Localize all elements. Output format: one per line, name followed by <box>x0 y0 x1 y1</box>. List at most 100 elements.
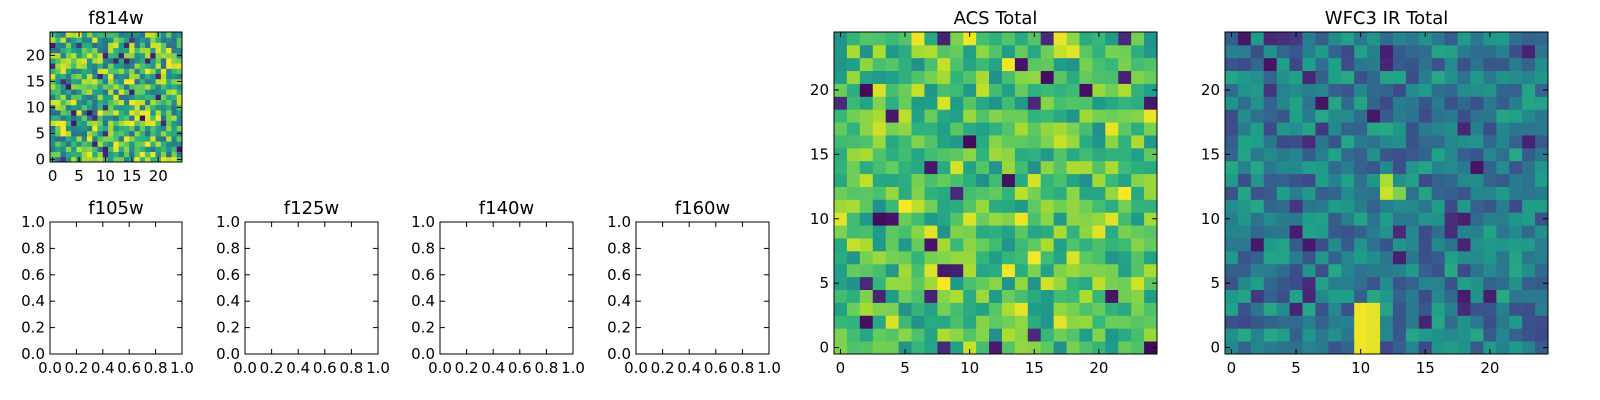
heatmap-cell <box>1001 32 1016 46</box>
heatmap-cell <box>113 120 120 126</box>
heatmap-cell <box>92 120 98 126</box>
heatmap-cell <box>134 84 141 90</box>
heatmap-cell <box>1144 160 1158 175</box>
heatmap-cell <box>65 125 72 132</box>
y-tick-label: 20 <box>1201 81 1220 99</box>
heatmap-cell <box>1418 315 1433 329</box>
heatmap-cell <box>113 73 120 80</box>
heatmap-cell <box>102 146 109 152</box>
heatmap-cell <box>859 32 874 46</box>
heatmap-cell <box>1079 32 1093 46</box>
heatmap-cell <box>1276 289 1290 303</box>
heatmap-cell <box>885 276 899 290</box>
y-tick-label: 0.6 <box>21 266 45 284</box>
heatmap-cell <box>1225 276 1239 290</box>
heatmap-cell <box>1276 147 1290 162</box>
heatmap-cell <box>1341 44 1355 59</box>
heatmap-cell <box>846 276 861 290</box>
heatmap-cell <box>1118 109 1132 123</box>
heatmap-cell <box>50 84 56 90</box>
heatmap-cell <box>911 44 925 59</box>
heatmap-cell <box>145 151 151 158</box>
heatmap-cell <box>102 110 109 116</box>
heatmap-cell <box>55 120 61 126</box>
x-tick-label: 15 <box>1025 359 1044 377</box>
heatmap-cell <box>834 341 848 355</box>
heatmap-cell <box>50 89 56 95</box>
heatmap-cell <box>118 110 125 116</box>
heatmap-cell <box>1392 238 1407 252</box>
heatmap-cell <box>924 289 938 303</box>
heatmap-cell <box>859 109 874 123</box>
heatmap-cell <box>1118 302 1132 316</box>
heatmap-cell <box>1014 276 1029 290</box>
heatmap-cell <box>1250 263 1265 278</box>
heatmap-cell <box>65 120 72 126</box>
heatmap-cell <box>872 289 887 303</box>
heatmap-cell <box>1118 328 1132 342</box>
heatmap-cell <box>1014 328 1029 342</box>
heatmap-cell <box>989 225 1003 239</box>
heatmap-cell <box>1496 96 1510 110</box>
heatmap-cell <box>1354 147 1368 162</box>
heatmap-cell <box>1040 96 1055 110</box>
heatmap-cell <box>134 136 141 142</box>
heatmap-cell <box>1027 160 1042 175</box>
heatmap-cell <box>976 186 990 200</box>
panel-f160w: 0.0 0.2 0.4 0.6 0.8 1.00.00.20.40.60.81.0f160… <box>607 198 781 377</box>
heatmap-cell <box>1535 57 1549 72</box>
y-tick-label: 0.0 <box>21 345 45 363</box>
heatmap-cell <box>1079 328 1093 342</box>
heatmap-cell <box>1276 302 1290 316</box>
heatmap-cell <box>834 160 848 175</box>
heatmap-cell <box>139 89 146 95</box>
heatmap-cell <box>1040 212 1055 226</box>
heatmap-cell <box>1040 173 1055 187</box>
heatmap-cell <box>885 32 899 46</box>
heatmap-cell <box>1225 315 1239 329</box>
heatmap-cell <box>86 136 93 142</box>
heatmap-cell <box>937 212 951 226</box>
heatmap-cell <box>1053 199 1067 213</box>
heatmap-cell <box>81 37 88 43</box>
heatmap-cell <box>872 83 887 97</box>
heatmap-cell <box>81 32 88 38</box>
heatmap-cell <box>113 136 120 142</box>
heatmap-cell <box>166 84 172 90</box>
heatmap-cell <box>846 238 861 252</box>
heatmap-cell <box>166 141 172 147</box>
heatmap-cell <box>963 276 977 290</box>
heatmap-cell <box>160 52 167 59</box>
heatmap-cell <box>950 276 964 290</box>
heatmap-cell <box>60 42 67 48</box>
heatmap-cell <box>872 32 887 46</box>
heatmap-cell <box>1053 160 1067 175</box>
x-tick-label: 0.6 <box>313 359 337 377</box>
heatmap-cell <box>81 120 88 126</box>
heatmap-cell <box>1225 160 1239 175</box>
heatmap-cell <box>1444 173 1458 187</box>
heatmap-cell <box>885 122 899 136</box>
heatmap-cell <box>129 120 135 126</box>
heatmap-cell <box>924 186 938 200</box>
heatmap-cell <box>145 52 151 59</box>
heatmap-cell <box>1380 212 1394 226</box>
x-tick-label: 0.4 <box>91 359 115 377</box>
heatmap-cell <box>150 84 156 90</box>
heatmap-cell <box>1431 328 1446 342</box>
heatmap-cell <box>1509 173 1523 187</box>
heatmap-cell <box>989 122 1003 136</box>
heatmap-cell <box>1237 135 1252 149</box>
heatmap-cell <box>1105 135 1119 149</box>
heatmap-cell <box>1302 341 1316 355</box>
y-tick-label: 0 <box>819 339 829 357</box>
heatmap-cell <box>924 83 938 97</box>
heatmap-cell <box>1431 70 1446 84</box>
heatmap-cell <box>176 94 183 100</box>
heatmap-cell <box>1250 135 1265 149</box>
heatmap-cell <box>1105 199 1119 213</box>
heatmap-cell <box>1263 302 1278 316</box>
heatmap-cell <box>1118 199 1132 213</box>
heatmap-cell <box>76 42 83 48</box>
